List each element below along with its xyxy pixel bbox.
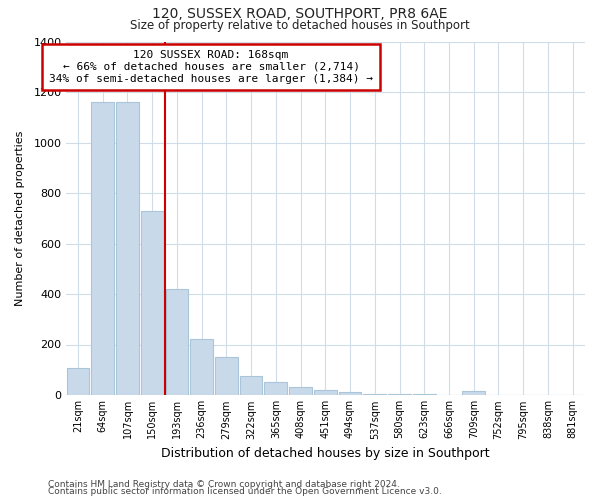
Bar xyxy=(240,376,262,395)
X-axis label: Distribution of detached houses by size in Southport: Distribution of detached houses by size … xyxy=(161,447,490,460)
Bar xyxy=(289,388,312,395)
Bar xyxy=(463,391,485,395)
Text: 120 SUSSEX ROAD: 168sqm
← 66% of detached houses are smaller (2,714)
34% of semi: 120 SUSSEX ROAD: 168sqm ← 66% of detache… xyxy=(49,50,373,84)
Text: Size of property relative to detached houses in Southport: Size of property relative to detached ho… xyxy=(130,19,470,32)
Y-axis label: Number of detached properties: Number of detached properties xyxy=(15,130,25,306)
Bar xyxy=(314,390,337,395)
Bar xyxy=(116,102,139,395)
Bar xyxy=(388,394,411,395)
Bar xyxy=(364,394,386,395)
Bar xyxy=(141,210,164,395)
Text: Contains HM Land Registry data © Crown copyright and database right 2024.: Contains HM Land Registry data © Crown c… xyxy=(48,480,400,489)
Bar xyxy=(91,102,114,395)
Bar xyxy=(215,357,238,395)
Text: 120, SUSSEX ROAD, SOUTHPORT, PR8 6AE: 120, SUSSEX ROAD, SOUTHPORT, PR8 6AE xyxy=(152,8,448,22)
Bar xyxy=(190,340,213,395)
Bar xyxy=(166,289,188,395)
Bar xyxy=(413,394,436,395)
Bar xyxy=(265,382,287,395)
Bar xyxy=(338,392,361,395)
Bar xyxy=(67,368,89,395)
Text: Contains public sector information licensed under the Open Government Licence v3: Contains public sector information licen… xyxy=(48,488,442,496)
